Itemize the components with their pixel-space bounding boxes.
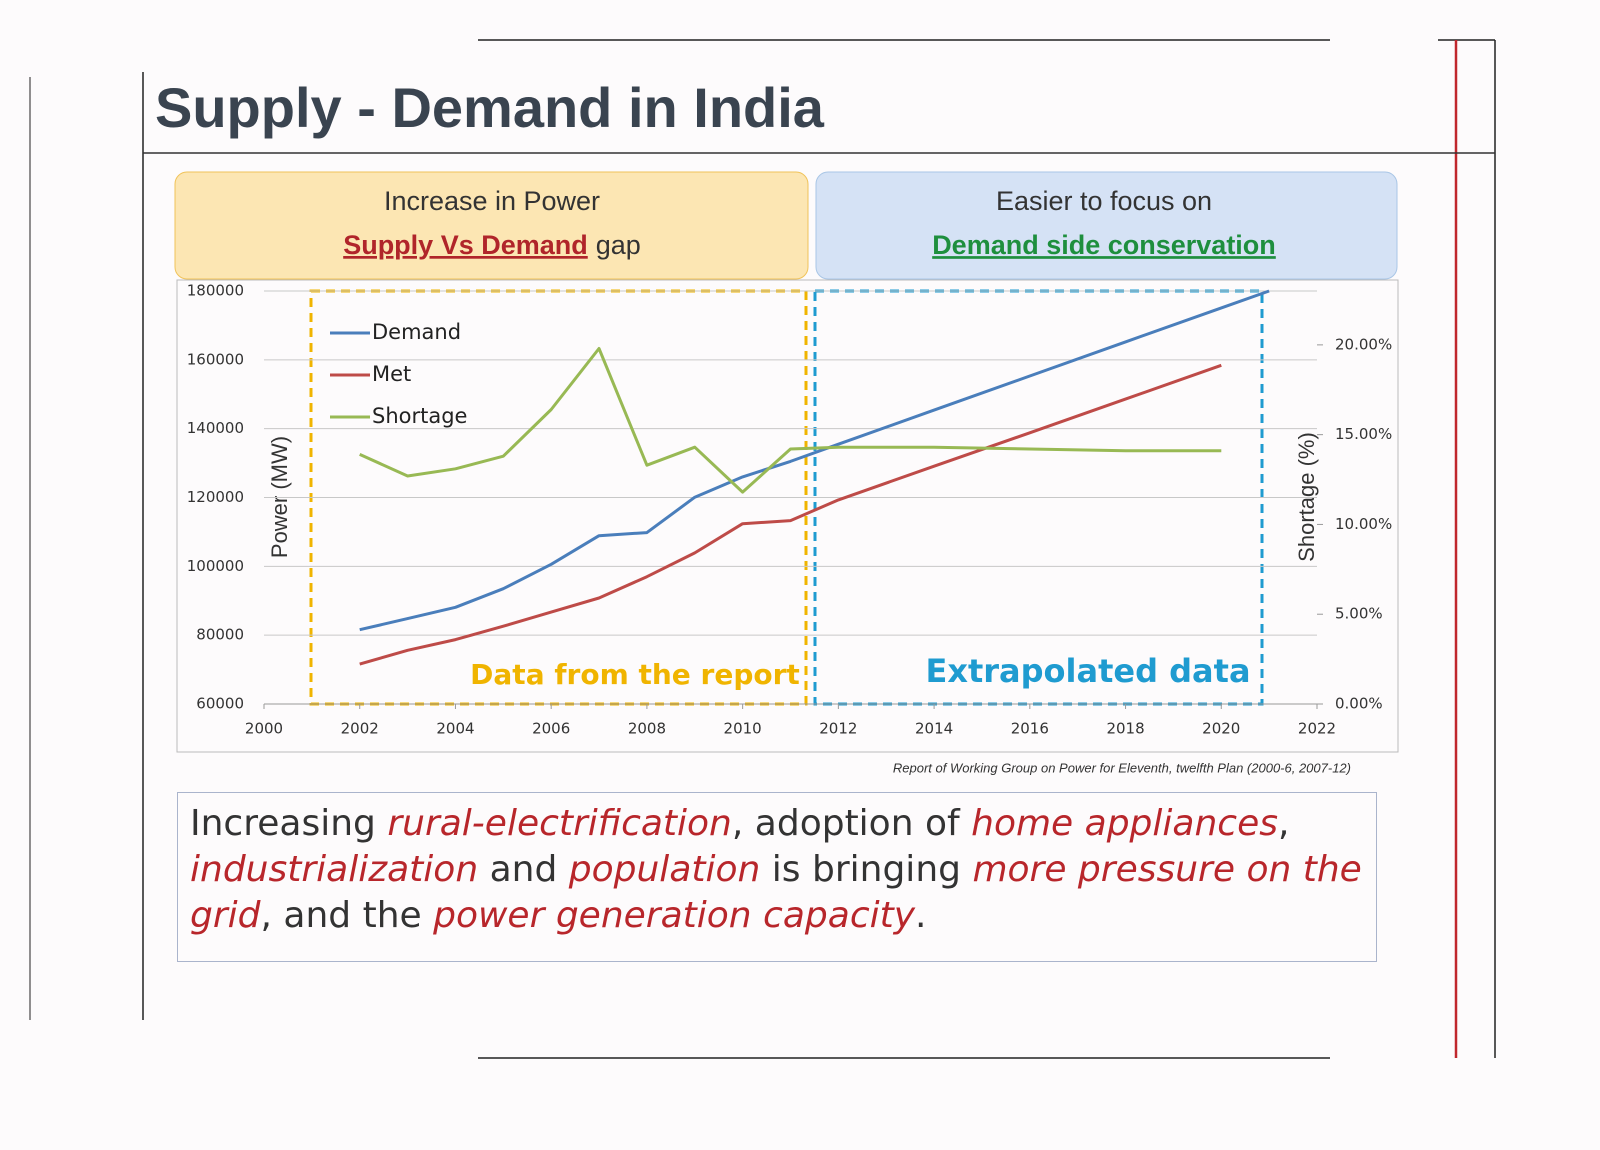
x-tick-label: 2012 — [819, 720, 857, 738]
x-tick-label: 2016 — [1011, 720, 1049, 738]
annotation: Data from the report — [470, 658, 800, 691]
text: is bringing — [760, 849, 973, 890]
x-tick-label: 2014 — [915, 720, 953, 738]
x-tick-label: 2000 — [245, 720, 283, 738]
emphasis: power generation capacity — [433, 895, 916, 936]
annotation: Extrapolated data — [925, 652, 1250, 690]
callout-text: Increase in Power — [384, 186, 600, 216]
callout-text: gap — [596, 230, 641, 260]
legend-label: Shortage — [372, 404, 467, 428]
emphasis: population — [568, 849, 761, 890]
source-note: Report of Working Group on Power for Ele… — [893, 760, 1351, 775]
text: and — [478, 849, 569, 890]
y-tick-label: 80000 — [196, 626, 244, 644]
series-line — [359, 363, 1222, 666]
y-tick-label: 100000 — [187, 557, 244, 575]
y2-tick-label: 20.00% — [1335, 335, 1392, 353]
emphasis: home appliances — [971, 803, 1278, 844]
callout-box — [815, 171, 1398, 280]
x-tick-label: 2018 — [1106, 720, 1144, 738]
x-tick-label: 2020 — [1202, 720, 1240, 738]
callout-text: Easier to focus on — [996, 186, 1212, 216]
y-tick-label: 120000 — [187, 488, 244, 506]
x-tick-label: 2008 — [628, 720, 666, 738]
y-tick-label: 140000 — [187, 419, 244, 437]
chart-frame — [176, 279, 1399, 753]
x-tick-label: 2006 — [532, 720, 570, 738]
text: , and the — [260, 895, 434, 936]
callout-text: Supply Vs Demand gap — [343, 230, 641, 260]
callout-highlight: Demand side conservation — [932, 230, 1276, 260]
y-tick-label: 180000 — [187, 282, 244, 300]
text: . — [915, 895, 927, 936]
callout-highlight: Supply Vs Demand — [343, 230, 588, 260]
x-tick-label: 2004 — [436, 720, 474, 738]
y-tick-label: 160000 — [187, 350, 244, 368]
y2-tick-label: 15.00% — [1335, 425, 1392, 443]
x-tick-label: 2022 — [1298, 720, 1336, 738]
y2-tick-label: 10.00% — [1335, 515, 1392, 533]
x-tick-label: 2002 — [341, 720, 379, 738]
legend-label: Met — [372, 362, 411, 386]
text: , — [1277, 803, 1301, 844]
x-tick-label: 2010 — [724, 720, 762, 738]
y-tick-label: 60000 — [196, 695, 244, 713]
emphasis: more pressure on the grid — [190, 849, 1374, 936]
series-line — [359, 347, 1222, 494]
text: , adoption of — [731, 803, 972, 844]
summary-paragraph: Increasing rural-electrification, adopti… — [177, 792, 1377, 962]
y2-tick-label: 0.00% — [1335, 695, 1383, 713]
y2-tick-label: 5.00% — [1335, 605, 1383, 623]
emphasis: industrialization — [190, 849, 479, 890]
legend-label: Demand — [372, 320, 461, 344]
emphasis: rural-electrification — [387, 803, 732, 844]
series-line — [359, 289, 1270, 632]
slide-title: Supply - Demand in India — [155, 76, 825, 139]
callout-box — [174, 171, 809, 280]
text: Increasing — [190, 803, 388, 844]
